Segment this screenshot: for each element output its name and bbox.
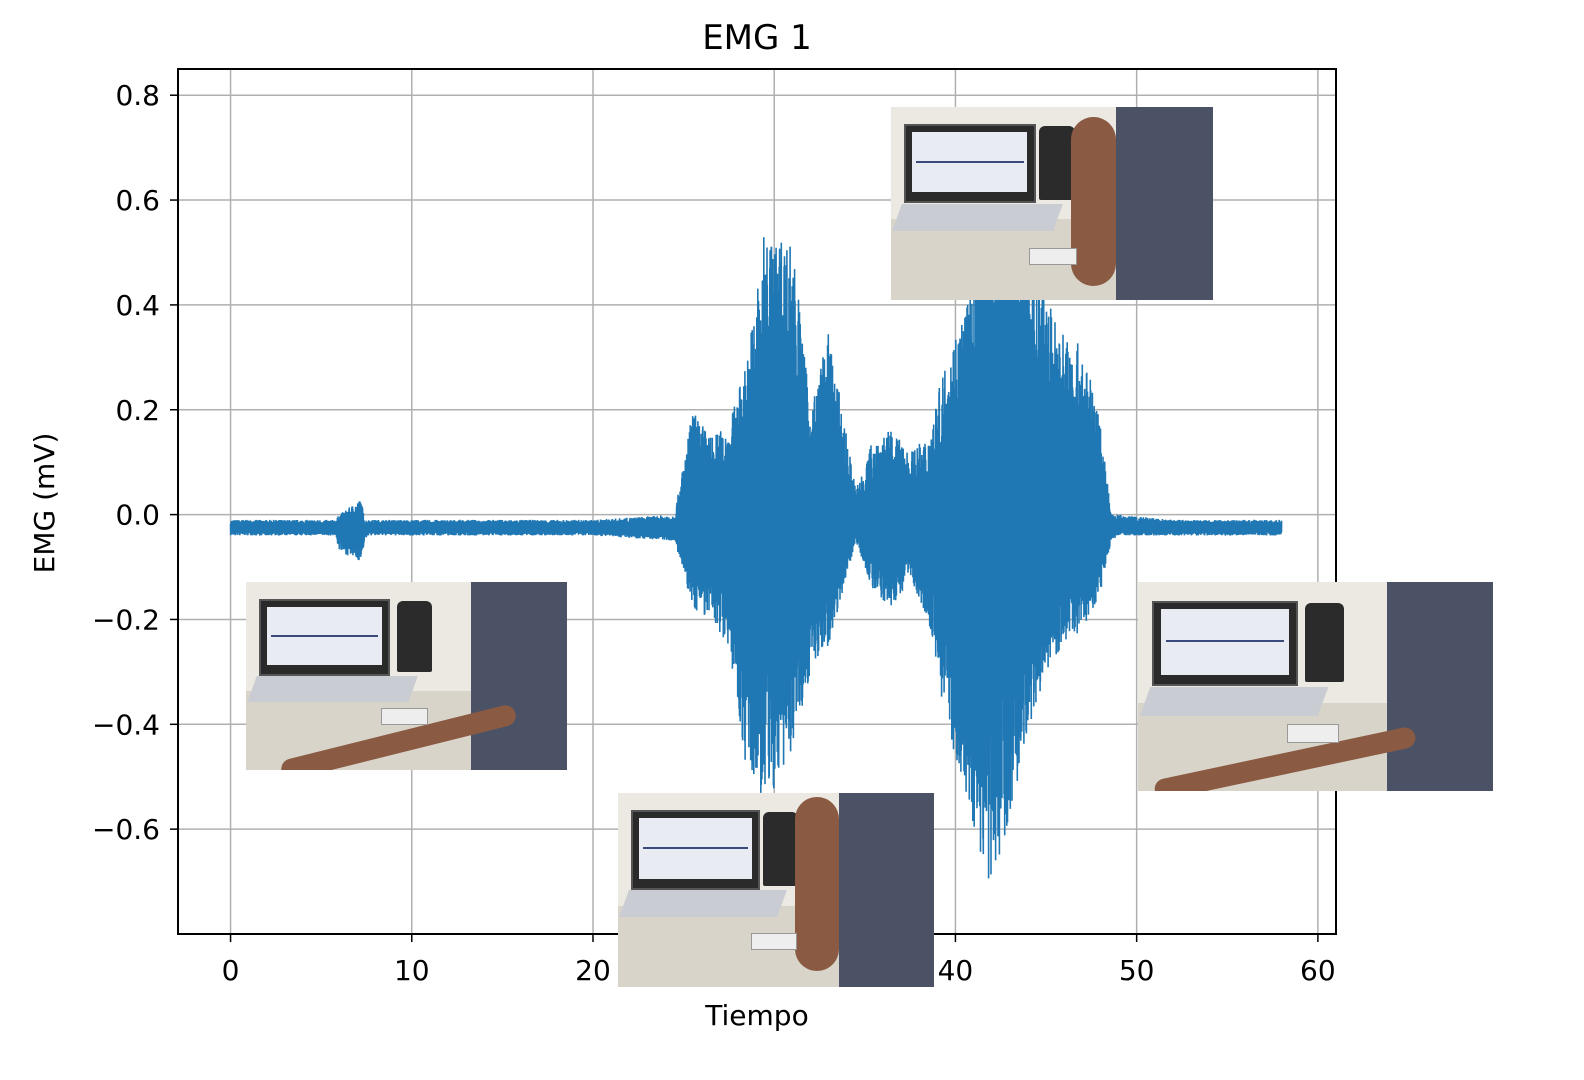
y-axis-ticks: 0.8 0.6 0.4 0.2 0.0 −0.2 −0.4 −0.6 <box>92 79 178 846</box>
x-tick-label: 20 <box>575 954 611 987</box>
y-tick-label: −0.4 <box>92 708 160 741</box>
x-tick-label: 10 <box>394 954 430 987</box>
y-tick-label: 0.4 <box>115 289 160 322</box>
x-axis-ticks: 0102030405060 <box>222 934 1336 987</box>
x-axis-label: Tiempo <box>704 999 808 1032</box>
photo-arm-flexed-bottom <box>618 793 934 987</box>
photo-arm-relaxed-left <box>246 582 567 770</box>
x-tick-label: 50 <box>1119 954 1155 987</box>
photo-arm-flexed-top <box>891 107 1213 300</box>
x-tick-label: 60 <box>1300 954 1336 987</box>
x-tick-label: 0 <box>222 954 240 987</box>
y-tick-label: 0.6 <box>115 184 160 217</box>
y-tick-label: −0.6 <box>92 813 160 846</box>
x-tick-label: 40 <box>938 954 974 987</box>
y-axis-label: EMG (mV) <box>28 433 61 574</box>
emg-signal-line <box>229 127 1283 879</box>
y-tick-label: 0.2 <box>115 394 160 427</box>
y-tick-label: 0.8 <box>115 79 160 112</box>
y-tick-label: 0.0 <box>115 499 160 532</box>
y-tick-label: −0.2 <box>92 603 160 636</box>
photo-arm-relaxed-right <box>1138 582 1493 791</box>
chart-title: EMG 1 <box>702 18 812 58</box>
